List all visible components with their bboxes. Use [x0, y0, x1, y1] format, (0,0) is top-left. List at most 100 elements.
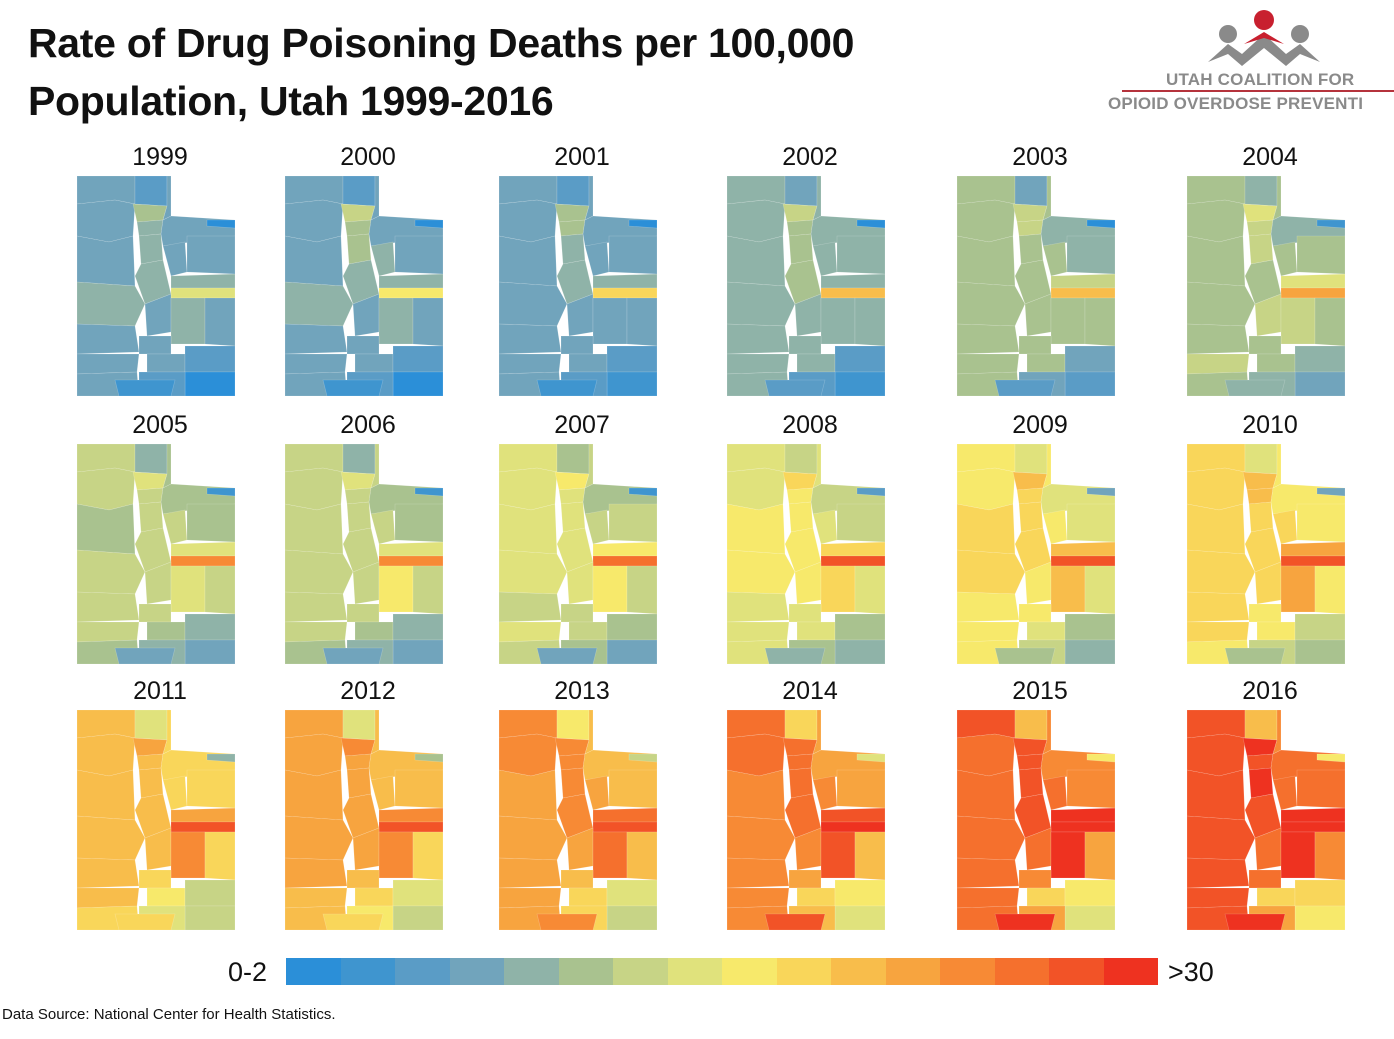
legend-swatch [1103, 958, 1158, 985]
county-utah [1244, 527, 1282, 573]
county-daggett [1316, 753, 1346, 763]
county-davis [344, 219, 372, 237]
county-kane [994, 379, 1056, 396]
utah-county-map [498, 710, 658, 930]
county-carbon [820, 287, 886, 299]
year-label: 2003 [1012, 143, 1068, 171]
county-uintah [1296, 769, 1346, 809]
county-daggett [414, 219, 444, 229]
county-box_elder [284, 199, 344, 243]
county-carbon [378, 555, 444, 567]
county-salt_lake [1018, 767, 1044, 799]
county-daggett [206, 753, 236, 763]
county-juab [726, 549, 796, 595]
county-davis [1246, 753, 1274, 771]
logo-line-2: OPIOID OVERDOSE PREVENTI [1108, 94, 1364, 113]
county-tooele [76, 503, 136, 555]
county-juab [76, 281, 146, 327]
county-sevier [138, 335, 172, 355]
county-piute_wayne [354, 353, 394, 373]
utah-county-map [76, 176, 236, 396]
county-weber [1242, 203, 1278, 223]
county-grand [1314, 565, 1346, 615]
utah-county-map [284, 710, 444, 930]
county-duchesne [378, 273, 444, 289]
county-garfield [1294, 345, 1346, 373]
county-tooele [76, 235, 136, 287]
legend-swatch [831, 958, 886, 985]
county-weber [1012, 203, 1048, 223]
year-map-panel: 2003 [955, 142, 1125, 407]
year-label: 2010 [1242, 411, 1298, 439]
county-tooele [956, 235, 1016, 287]
county-davis [1016, 487, 1044, 505]
county-salt_lake [346, 767, 372, 799]
county-rich [1014, 444, 1048, 475]
year-map-panel: 2015 [955, 676, 1125, 941]
county-rich [784, 176, 818, 207]
county-wasatch [370, 775, 396, 811]
county-duchesne [1050, 541, 1116, 557]
county-garfield [1294, 613, 1346, 641]
logo-line-1: UTAH COALITION FOR [1166, 70, 1355, 89]
county-wasatch [370, 509, 396, 545]
county-weber [1012, 737, 1048, 757]
county-utah [1014, 793, 1052, 839]
county-weber [1012, 471, 1048, 491]
legend-swatch [940, 958, 995, 985]
county-davis [1246, 219, 1274, 237]
county-san_juan [606, 905, 658, 930]
county-rich [1244, 710, 1278, 741]
county-juab [498, 549, 568, 595]
county-piute_wayne [1256, 621, 1296, 641]
county-davis [786, 753, 814, 771]
county-utah [342, 527, 380, 573]
county-san_juan [392, 639, 444, 664]
utah-county-map [956, 444, 1116, 664]
county-salt_lake [138, 233, 164, 265]
legend-swatch [613, 958, 668, 985]
county-beaver [1186, 353, 1250, 375]
county-utah [556, 259, 594, 305]
county-millard [76, 591, 140, 623]
county-weber [132, 471, 168, 491]
county-grand [1314, 831, 1346, 881]
county-uintah [1066, 769, 1116, 809]
county-duchesne [1280, 807, 1346, 823]
county-kane [1224, 913, 1286, 930]
county-sevier [1248, 335, 1282, 355]
utah-county-map [1186, 444, 1346, 664]
county-grand [412, 831, 444, 881]
county-kane [114, 379, 176, 396]
county-davis [136, 219, 164, 237]
county-duchesne [1050, 807, 1116, 823]
county-duchesne [170, 807, 236, 823]
county-daggett [856, 487, 886, 497]
county-duchesne [1050, 273, 1116, 289]
county-emery [1280, 831, 1316, 879]
county-piute_wayne [568, 621, 608, 641]
county-wasatch [584, 509, 610, 545]
county-box_elder [76, 733, 136, 777]
county-wasatch [162, 509, 188, 545]
utah-county-map [76, 710, 236, 930]
legend-swatch [395, 958, 450, 985]
county-davis [1016, 753, 1044, 771]
county-grand [1084, 565, 1116, 615]
year-map-panel: 2014 [725, 676, 895, 941]
county-millard [726, 857, 790, 889]
county-rich [556, 444, 590, 475]
county-garfield [184, 345, 236, 373]
county-salt_lake [560, 767, 586, 799]
county-uintah [1296, 235, 1346, 275]
county-emery [170, 831, 206, 879]
county-san_juan [1294, 639, 1346, 664]
county-davis [786, 219, 814, 237]
county-davis [344, 753, 372, 771]
year-map-panel: 2013 [497, 676, 667, 941]
county-wasatch [1272, 509, 1298, 545]
county-garfield [184, 879, 236, 907]
year-label: 2013 [554, 677, 610, 705]
year-label: 2009 [1012, 411, 1068, 439]
